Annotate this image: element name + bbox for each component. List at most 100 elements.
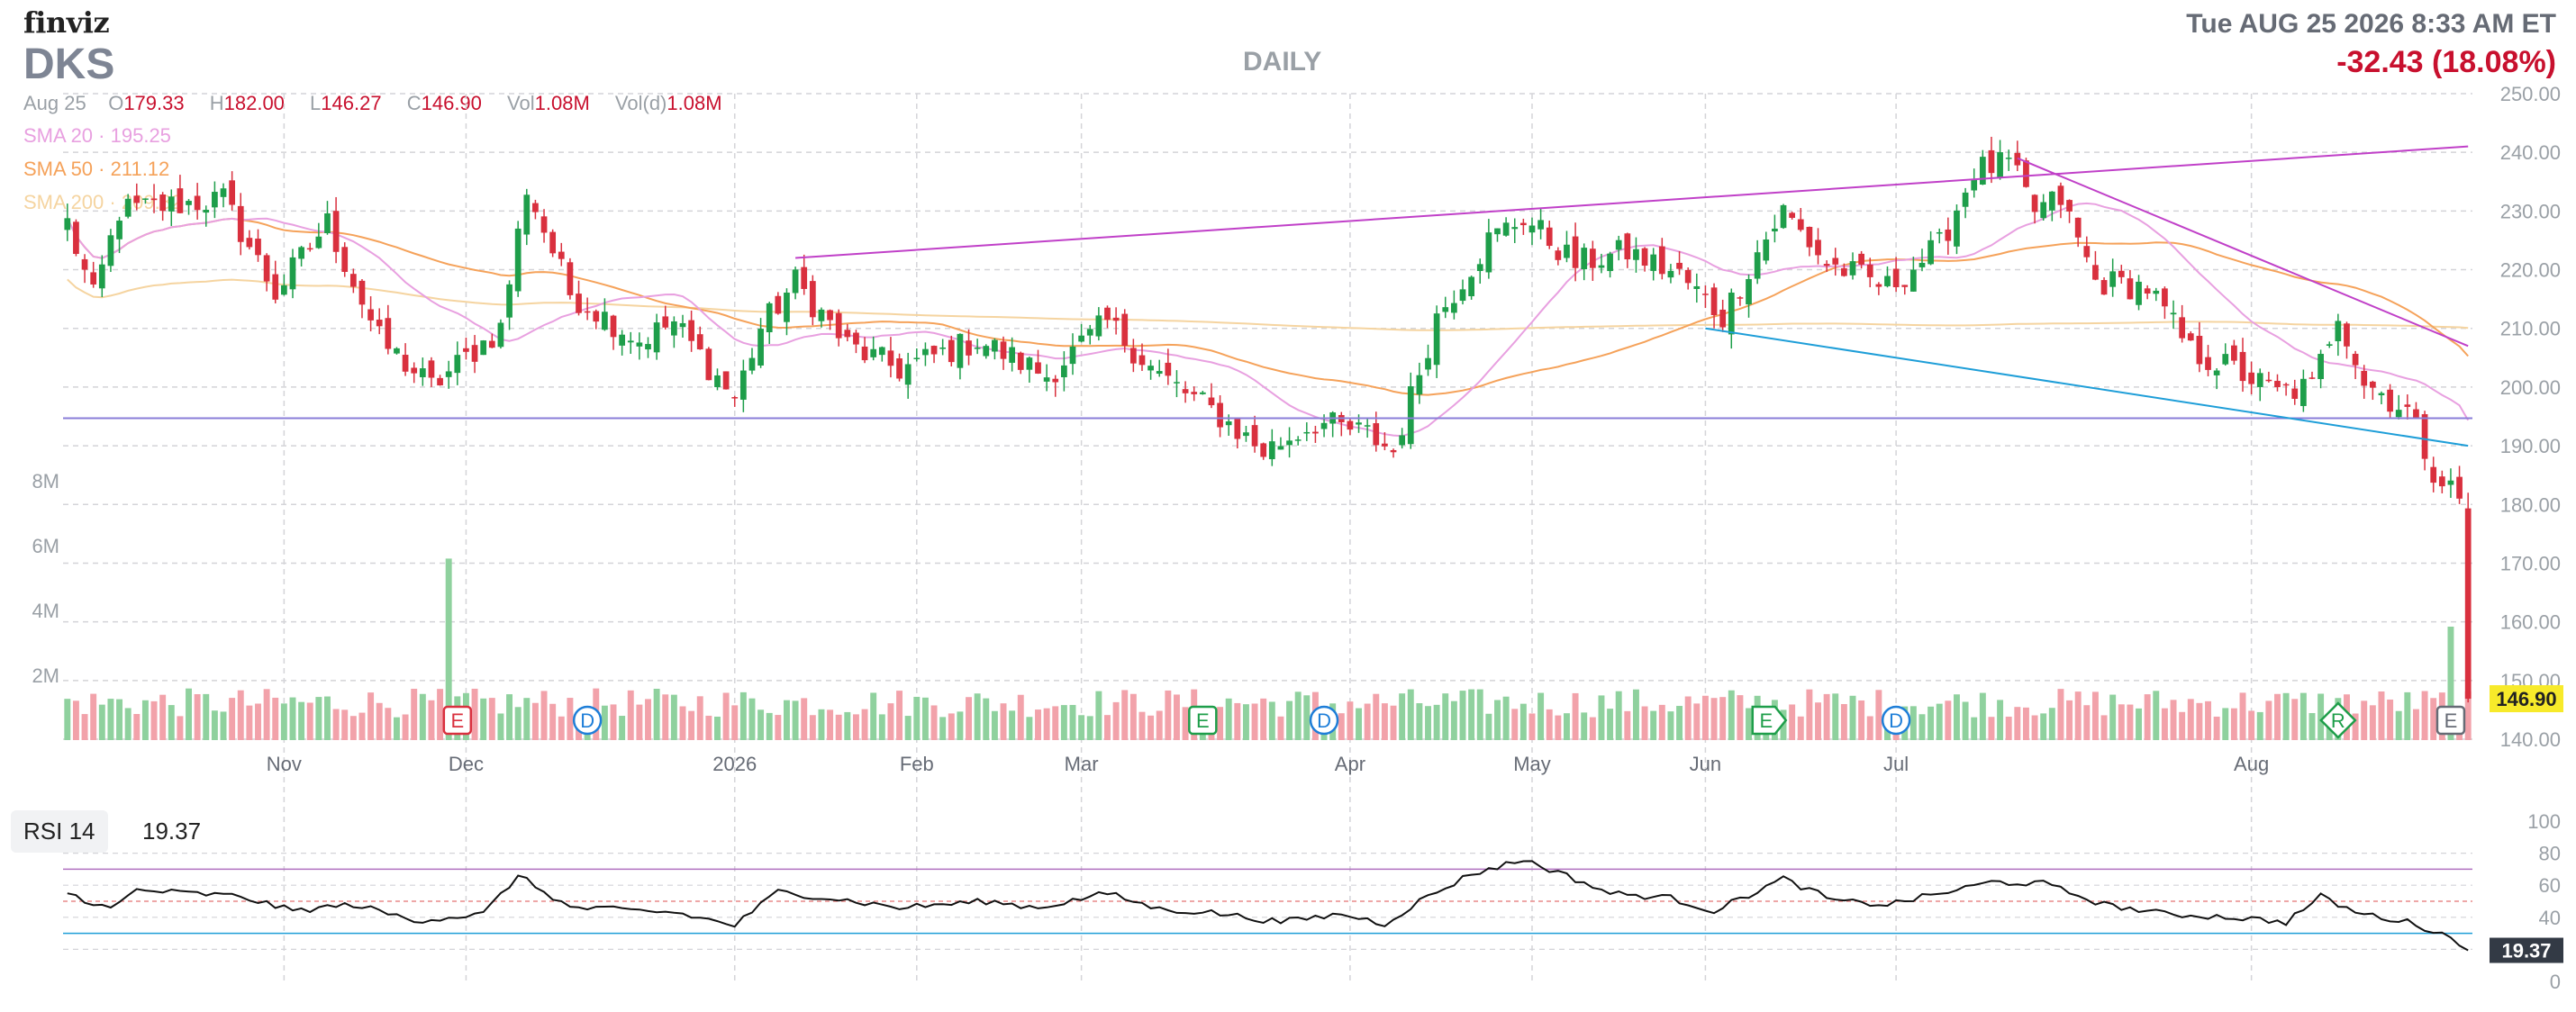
rsi-label[interactable]: RSI 14 [11, 810, 108, 853]
candle-body [81, 258, 88, 270]
event-letter: E [2444, 709, 2458, 732]
volume-bar [2404, 691, 2411, 740]
trendline-purple[interactable] [2017, 157, 2469, 348]
volume-bar [488, 698, 495, 740]
candle-body [1468, 276, 1474, 297]
sma50-legend[interactable]: SMA 50 · 211.12 [23, 158, 170, 180]
candle-body [844, 330, 851, 338]
close-value: 146.90 [421, 92, 482, 114]
volume-bar [2308, 712, 2316, 740]
volume-bar [549, 703, 557, 740]
candle-body [2326, 344, 2333, 347]
candle-body [1936, 231, 1943, 234]
volume-bar [1217, 707, 1224, 740]
volume-bar [809, 715, 816, 740]
candle-body [2430, 466, 2437, 483]
volume-bar [2066, 700, 2073, 740]
event-letter: E [450, 709, 464, 732]
candle-body [1737, 297, 1744, 299]
event-marker-e[interactable]: E [1188, 705, 1218, 736]
volume-bar [1286, 700, 1293, 740]
candle-body [471, 345, 478, 362]
volume-bar [272, 697, 279, 740]
volume-bar [98, 704, 105, 740]
trendlines[interactable] [63, 145, 2472, 447]
event-marker-d[interactable]: D [1881, 705, 1911, 736]
candle-body [1234, 418, 1241, 439]
volume-daily-value: 1.08M [667, 92, 722, 114]
event-marker-e[interactable]: E [2435, 705, 2466, 736]
candle-body [636, 342, 643, 347]
period-label: DAILY [1243, 47, 1322, 77]
volume-bar [2222, 708, 2229, 740]
volume-bar [1009, 710, 1016, 740]
trendline-blue[interactable] [1705, 327, 2469, 447]
volume-bar [1364, 703, 1371, 740]
volume-bar [2248, 710, 2255, 740]
volume-bar [1519, 703, 1527, 740]
event-marker-r[interactable]: R [2319, 701, 2357, 739]
volume-bar [159, 694, 167, 740]
candle-body [602, 312, 608, 330]
candle-body [766, 303, 773, 333]
candle-body [2074, 217, 2082, 238]
volume-bar [1268, 701, 1275, 740]
candle-body [887, 350, 894, 366]
candle-body [1945, 229, 1952, 241]
candle-body [349, 274, 357, 287]
finviz-logo[interactable]: finviz [23, 5, 110, 40]
volume-bar [2369, 705, 2376, 740]
candle-body [445, 371, 452, 377]
volume-bar [1936, 703, 1943, 740]
candle-body [930, 346, 938, 355]
candle-body [861, 346, 868, 361]
volume-bar [688, 710, 695, 740]
candle-body [2023, 160, 2029, 187]
volume-bar [1875, 690, 1882, 740]
price-tick-label: 230.00 [2500, 200, 2561, 222]
candle-body [1347, 420, 1354, 430]
event-marker-e[interactable]: E [1751, 705, 1788, 736]
volume-bar [939, 717, 947, 740]
volume-bar [966, 697, 972, 740]
volume-bar [714, 716, 721, 740]
event-marker-d[interactable]: D [1309, 705, 1339, 736]
volume-bar [1927, 706, 1935, 740]
trendline-purple[interactable] [795, 145, 2469, 259]
candle-body [2464, 508, 2472, 700]
volume-bar [739, 691, 747, 740]
candle-body [1138, 355, 1146, 366]
ohlc-readout: Aug 25 O179.33 H182.00 L146.27 C146.90 V… [23, 92, 742, 115]
volume-bar [2387, 699, 2394, 740]
volume-bar [255, 703, 261, 740]
candle-body [64, 218, 71, 230]
candle-body [1746, 278, 1752, 305]
volume-bar [141, 700, 149, 740]
sma200-line [67, 278, 2469, 331]
volume-bar [2118, 704, 2125, 740]
candle-body [1806, 226, 1813, 248]
volume-bar [2274, 693, 2281, 740]
event-marker-e[interactable]: E [442, 705, 473, 736]
volume-bar [1624, 710, 1631, 740]
volume-bar [2421, 691, 2428, 740]
candle-body [263, 255, 270, 282]
candle-body [1260, 443, 1267, 457]
candle-body [948, 339, 955, 363]
candle-body [1199, 392, 1206, 394]
earnings-square [1188, 705, 1218, 736]
candle-body [1555, 250, 1562, 260]
high-value: 182.00 [223, 92, 285, 114]
volume-bar [1615, 691, 1622, 740]
ticker-symbol: DKS [23, 41, 115, 88]
sma20-legend[interactable]: SMA 20 · 195.25 [23, 124, 171, 147]
volume-bar [827, 709, 834, 740]
volume-bar [861, 709, 868, 740]
price-tick-label: 180.00 [2500, 493, 2561, 516]
event-marker-d[interactable]: D [572, 705, 603, 736]
candle-body [1754, 252, 1761, 279]
candle-body [1364, 425, 1371, 427]
volume-bar [2299, 692, 2307, 740]
